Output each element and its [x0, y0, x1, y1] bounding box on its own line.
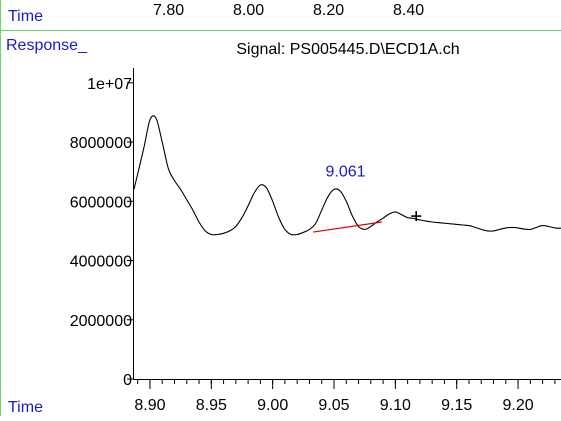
top-time-tick-label: 8.00	[233, 2, 264, 19]
x-axis: 8.90 8.95 9.00 9.05 9.10 9.15 9.20	[134, 379, 556, 414]
cursor-crosshair-marker	[411, 211, 422, 222]
y-axis: 0 2000000 4000000 6000000 8000000 1e+07	[70, 76, 134, 389]
x-tick-label: 8.90	[134, 397, 165, 414]
peak-baseline	[313, 221, 382, 233]
x-tick-label: 9.10	[380, 397, 411, 414]
y-tick-label: 0	[123, 372, 132, 389]
x-tick-label: 9.15	[441, 397, 472, 414]
x-tick-label: 9.00	[257, 397, 288, 414]
top-time-tick-labels: 7.80 8.00 8.20 8.40	[153, 2, 424, 19]
peak-retention-label: 9.061	[325, 163, 365, 180]
y-tick-label: 8000000	[70, 135, 132, 152]
signal-trace	[133, 115, 561, 236]
x-tick-label: 8.95	[196, 397, 227, 414]
chart-title: Signal: PS005445.D\ECD1A.ch	[236, 41, 459, 58]
x-tick-label: 9.20	[502, 397, 533, 414]
y-tick-label: 4000000	[70, 254, 132, 271]
top-time-tick-label: 8.40	[393, 2, 424, 19]
top-time-tick-label: 7.80	[153, 2, 184, 19]
response-axis-label: Response_	[6, 37, 88, 54]
bottom-time-label: Time	[8, 399, 43, 416]
y-tick-label: 6000000	[70, 194, 132, 211]
top-time-tick-label: 8.20	[313, 2, 344, 19]
x-tick-label: 9.05	[318, 397, 349, 414]
y-tick-label: 1e+07	[87, 76, 132, 93]
y-tick-label: 2000000	[70, 313, 132, 330]
top-time-label: Time	[8, 8, 43, 25]
